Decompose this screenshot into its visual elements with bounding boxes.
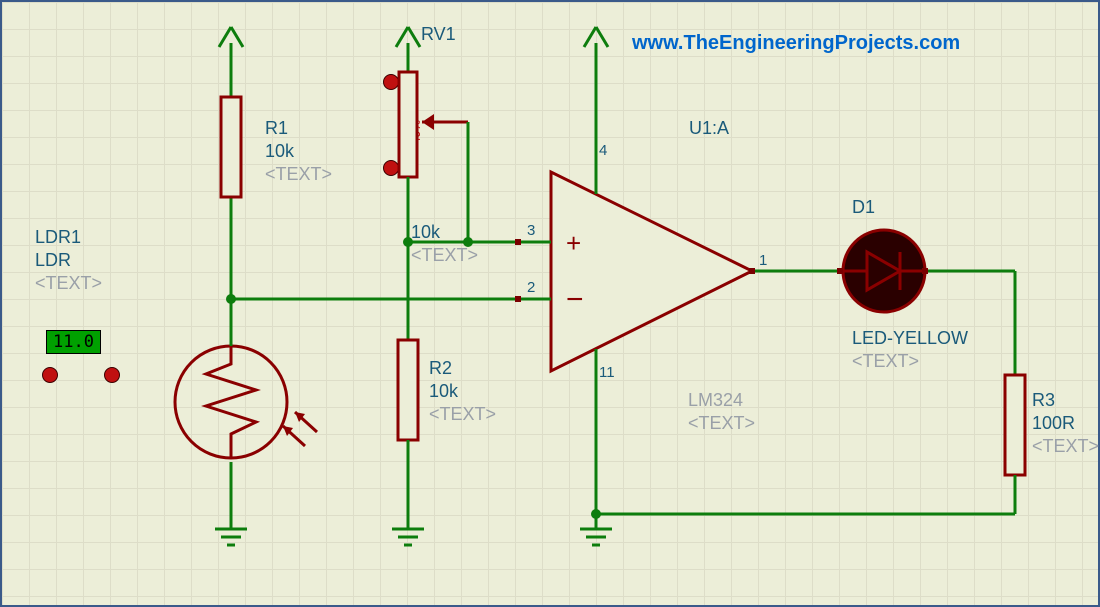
svg-text:−: − xyxy=(566,283,584,316)
schematic-svg: + − xyxy=(2,2,1098,605)
svg-text:+: + xyxy=(566,228,581,258)
schematic-canvas: www.TheEngineeringProjects.com LDR1 LDR … xyxy=(0,0,1100,607)
